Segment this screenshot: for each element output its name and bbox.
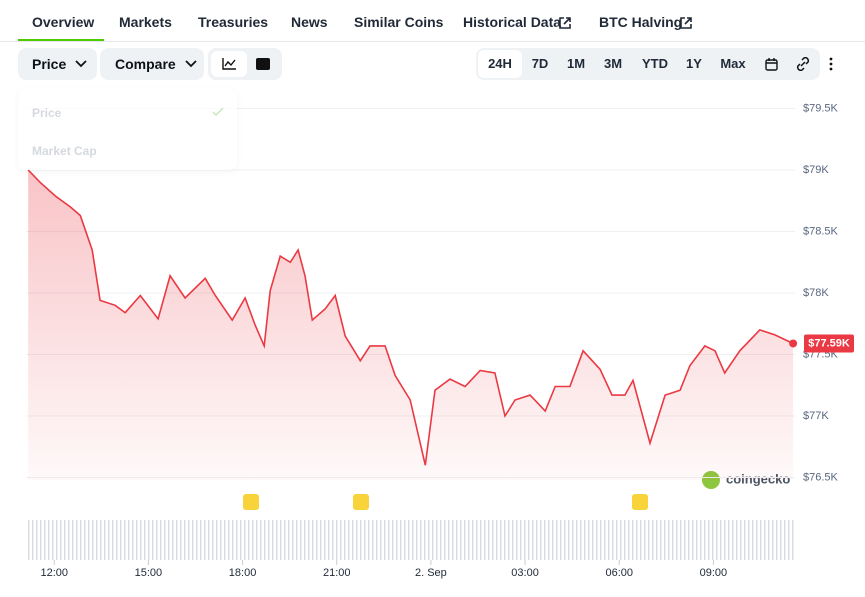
- price-label: $77.59K: [808, 337, 850, 349]
- tab[interactable]: Treasuries: [198, 14, 269, 30]
- range-button[interactable]: YTD: [642, 56, 668, 71]
- tab[interactable]: BTC Halving: [599, 14, 683, 30]
- link-icon[interactable]: [795, 57, 811, 71]
- y-tick-label: $79K: [803, 164, 829, 176]
- external-icon: [680, 17, 692, 29]
- tab[interactable]: News: [291, 14, 328, 30]
- x-tick-label: 06:00: [605, 567, 633, 579]
- compare-button[interactable]: Compare: [100, 48, 204, 80]
- external-icon: [559, 17, 571, 29]
- y-tick-label: $78.5K: [803, 225, 839, 237]
- y-tick-label: $78K: [803, 287, 829, 299]
- tab[interactable]: Similar Coins: [354, 14, 444, 30]
- x-tick-label: 2. Sep: [415, 567, 447, 579]
- line-chart-button[interactable]: [211, 51, 247, 77]
- x-tick-label: 09:00: [700, 567, 728, 579]
- tab-underline: [18, 39, 104, 41]
- tab[interactable]: Overview: [32, 14, 95, 30]
- x-tick-label: 21:00: [323, 567, 351, 579]
- x-tick-label: 15:00: [135, 567, 163, 579]
- range-button[interactable]: 7D: [531, 56, 549, 71]
- y-tick-label: $79.5K: [803, 102, 839, 114]
- volume-bars: [27, 520, 795, 560]
- chevron: [75, 60, 87, 68]
- range-button[interactable]: 24H: [488, 56, 512, 71]
- check-icon: [212, 107, 224, 117]
- price-badge: [804, 334, 854, 353]
- divider: [0, 41, 865, 42]
- dropdown-item[interactable]: Price: [32, 106, 62, 120]
- tab[interactable]: Markets: [119, 14, 172, 30]
- price-line: [27, 169, 794, 466]
- metric-button[interactable]: Price: [18, 48, 97, 80]
- y-tick-label: $76.5K: [803, 471, 839, 483]
- dropdown: Price Market Cap: [18, 88, 237, 170]
- y-tick-label: $77K: [803, 410, 829, 422]
- label: Price: [32, 56, 67, 72]
- range-button[interactable]: Max: [720, 56, 746, 71]
- range-selected: [478, 50, 522, 78]
- tab[interactable]: Historical Data: [463, 14, 562, 30]
- calendar-icon[interactable]: [765, 58, 778, 71]
- icon: [222, 58, 236, 70]
- chart-type-group: [208, 48, 282, 80]
- tradingview-button[interactable]: [256, 58, 270, 70]
- x-tick-label: 03:00: [511, 567, 539, 579]
- chart: coingecko $76.5K$77K$77.5K$78K$78.5K$79K…: [26, 102, 854, 579]
- last-point: [789, 339, 798, 348]
- x-tick-label: 18:00: [229, 567, 257, 579]
- more-icon[interactable]: [829, 57, 833, 71]
- area: [28, 170, 794, 480]
- range-group: [476, 48, 820, 80]
- range-button[interactable]: 3M: [603, 56, 623, 71]
- label: Compare: [115, 56, 176, 72]
- range-button[interactable]: 1M: [566, 56, 586, 71]
- range-button[interactable]: 1Y: [686, 56, 702, 71]
- chevron: [185, 60, 197, 68]
- dropdown-item[interactable]: Market Cap: [32, 144, 97, 158]
- event-markers: [243, 494, 648, 510]
- x-tick-label: 12:00: [40, 567, 68, 579]
